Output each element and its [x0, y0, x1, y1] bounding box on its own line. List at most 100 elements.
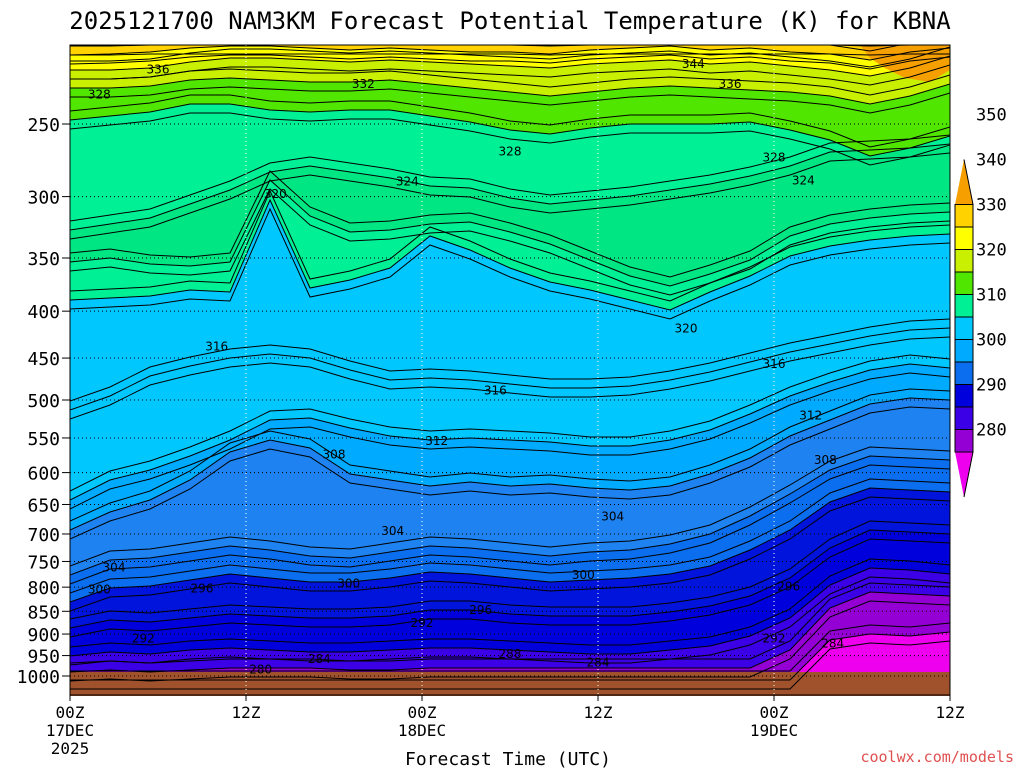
x-tick-label-0-2: 2025	[51, 739, 90, 758]
contour-label-28: 292	[411, 616, 434, 630]
contour-label-24: 296	[191, 582, 214, 596]
isopleth-b338-3	[70, 64, 950, 86]
isopleth-b326-1	[70, 134, 950, 222]
isopleth-b338-1	[70, 46, 950, 68]
contour-label-23: 300	[572, 568, 595, 582]
isopleth-b310-1	[70, 354, 950, 492]
colorbar-label-6: 340	[976, 151, 1007, 171]
isopleth-b294-2	[70, 529, 950, 629]
isopleth-b342-2	[70, 45, 950, 61]
y-tick-label-10: 750	[27, 552, 60, 573]
isopleth-b322-1	[70, 170, 950, 278]
colorbar-label-0: 280	[976, 421, 1007, 441]
isopleth-b314-3	[70, 336, 950, 420]
contour-label-25: 296	[469, 603, 492, 617]
fill-band-1	[70, 592, 950, 680]
isopleth-b290-2	[70, 567, 950, 657]
colorbar-arrow-top	[955, 159, 974, 205]
isopleth-b306-3	[70, 406, 950, 540]
contour-label-27: 292	[132, 631, 155, 645]
y-tick-label-6: 550	[27, 429, 60, 450]
contour-lines	[70, 36, 950, 690]
isopleth-b302-2	[70, 455, 950, 576]
y-tick-label-9: 700	[27, 525, 60, 546]
contour-label-14: 312	[425, 434, 448, 448]
x-tick-label-3-0: 12Z	[584, 703, 613, 722]
contour-label-13: 316	[763, 357, 786, 371]
contour-label-29: 292	[763, 631, 786, 645]
colorbar-swatch-1	[954, 429, 974, 453]
colorbar-label-3: 310	[976, 286, 1007, 306]
x-tick-label-4-0: 00Z	[760, 703, 789, 722]
isopleth-b330-1	[70, 94, 950, 148]
isopleth-b290-1	[70, 558, 950, 648]
y-tick-label-8: 650	[27, 495, 60, 516]
fill-band-5	[70, 456, 950, 602]
y-tick-label-1: 300	[27, 188, 60, 209]
contour-label-22: 300	[337, 577, 360, 591]
isopleth-b298-2	[70, 487, 950, 603]
colorbar-swatch-2	[954, 406, 974, 430]
contour-label-1: 328	[88, 87, 111, 101]
isopleth-b282-2	[70, 631, 950, 681]
contour-label-7: 320	[264, 187, 287, 201]
y-tick-label-12: 850	[27, 602, 60, 623]
contour-label-33: 284	[821, 637, 844, 651]
y-tick-label-13: 900	[27, 625, 60, 646]
fill-band-3	[70, 530, 950, 656]
x-tick-label-2-1: 18DEC	[398, 721, 446, 740]
colorbar-swatch-4	[954, 361, 974, 385]
y-tick-label-3: 400	[27, 302, 60, 323]
contour-label-8: 328	[763, 151, 786, 165]
isopleth-b322-2	[70, 179, 950, 287]
contour-label-18: 304	[381, 524, 404, 538]
isopleth-b326-3	[70, 152, 950, 240]
isopleth-b322-3	[70, 188, 950, 296]
contour-label-30: 288	[499, 647, 522, 661]
colorbar-label-4: 320	[976, 241, 1007, 261]
colorbar: 280 290 300 310 320 330 340 350	[954, 106, 1007, 498]
colorbar-label-7: 350	[976, 106, 1007, 126]
x-axis-label: Forecast Time (UTC)	[405, 749, 611, 768]
isopleth-b298-1	[70, 478, 950, 594]
isopleth-b334-1	[70, 68, 950, 96]
colorbar-label-1: 290	[976, 376, 1007, 396]
contour-label-15: 312	[799, 409, 822, 423]
x-tick-label-0-0: 00Z	[56, 703, 85, 722]
isopleth-b314-1	[70, 318, 950, 402]
colorbar-label-2: 300	[976, 331, 1007, 351]
colorbar-swatch-5	[954, 339, 974, 363]
contour-label-26: 296	[777, 580, 800, 594]
contour-label-12: 316	[484, 383, 507, 397]
contour-label-21: 300	[88, 583, 111, 597]
isopleth-b302-1	[70, 446, 950, 567]
isopleth-b346-3	[70, 53, 950, 56]
isopleth-b294-3	[70, 538, 950, 638]
colorbar-label-5: 330	[976, 196, 1007, 216]
contour-label-4: 336	[719, 77, 742, 91]
plot-frame	[69, 44, 951, 696]
colorbar-swatch-9	[954, 249, 974, 273]
fill-band-11	[70, 144, 950, 286]
x-tick-label-4-1: 19DEC	[750, 721, 798, 740]
y-tick-label-14: 950	[27, 647, 60, 668]
colorbar-swatch-3	[954, 384, 974, 408]
isopleth-b290-3	[70, 576, 950, 666]
watermark: coolwx.com/models	[860, 748, 1014, 766]
isopleth-b310-2	[70, 363, 950, 501]
contour-label-34: 280	[249, 663, 272, 677]
fill-band-4	[70, 488, 950, 628]
isopleth-b334-2	[70, 77, 950, 105]
y-tick-label-15: 1000	[17, 667, 60, 688]
fill-band-7	[70, 364, 950, 530]
isopleth-b338-2	[70, 55, 950, 77]
x-tick-label-2-0: 00Z	[408, 703, 437, 722]
contour-label-32: 284	[587, 656, 610, 670]
contour-label-11: 316	[205, 339, 228, 353]
contour-labels: 336 328 332 344 336 328 324 320 328 324 320 316 316 3…	[88, 57, 844, 677]
colorbar-swatch-10	[954, 226, 974, 250]
contour-label-10: 320	[675, 322, 698, 336]
isopleth-b346-1	[70, 36, 950, 37]
